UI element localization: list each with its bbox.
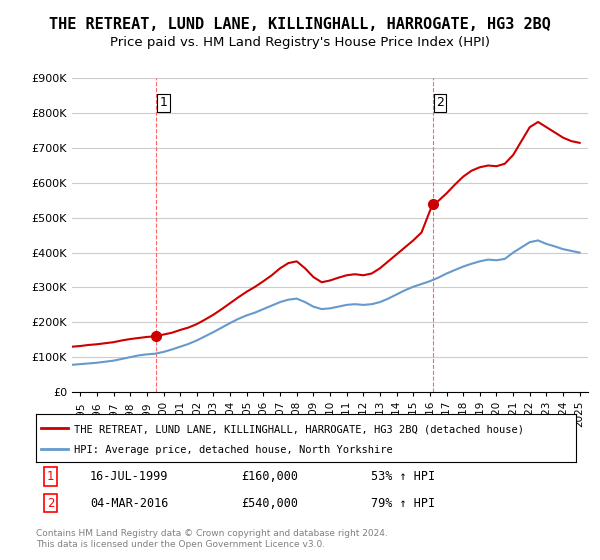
Text: 2: 2 [47,497,54,510]
Text: 53% ↑ HPI: 53% ↑ HPI [371,470,435,483]
Text: 2: 2 [436,96,444,109]
Text: HPI: Average price, detached house, North Yorkshire: HPI: Average price, detached house, Nort… [74,445,392,455]
Text: £160,000: £160,000 [241,470,298,483]
Text: Contains HM Land Registry data © Crown copyright and database right 2024.
This d: Contains HM Land Registry data © Crown c… [36,529,388,549]
Text: 79% ↑ HPI: 79% ↑ HPI [371,497,435,510]
Text: Price paid vs. HM Land Registry's House Price Index (HPI): Price paid vs. HM Land Registry's House … [110,36,490,49]
Text: 16-JUL-1999: 16-JUL-1999 [90,470,169,483]
Text: 1: 1 [47,470,54,483]
Text: 1: 1 [159,96,167,109]
Text: 04-MAR-2016: 04-MAR-2016 [90,497,169,510]
Text: THE RETREAT, LUND LANE, KILLINGHALL, HARROGATE, HG3 2BQ: THE RETREAT, LUND LANE, KILLINGHALL, HAR… [49,17,551,32]
Text: THE RETREAT, LUND LANE, KILLINGHALL, HARROGATE, HG3 2BQ (detached house): THE RETREAT, LUND LANE, KILLINGHALL, HAR… [74,424,524,435]
Text: £540,000: £540,000 [241,497,298,510]
